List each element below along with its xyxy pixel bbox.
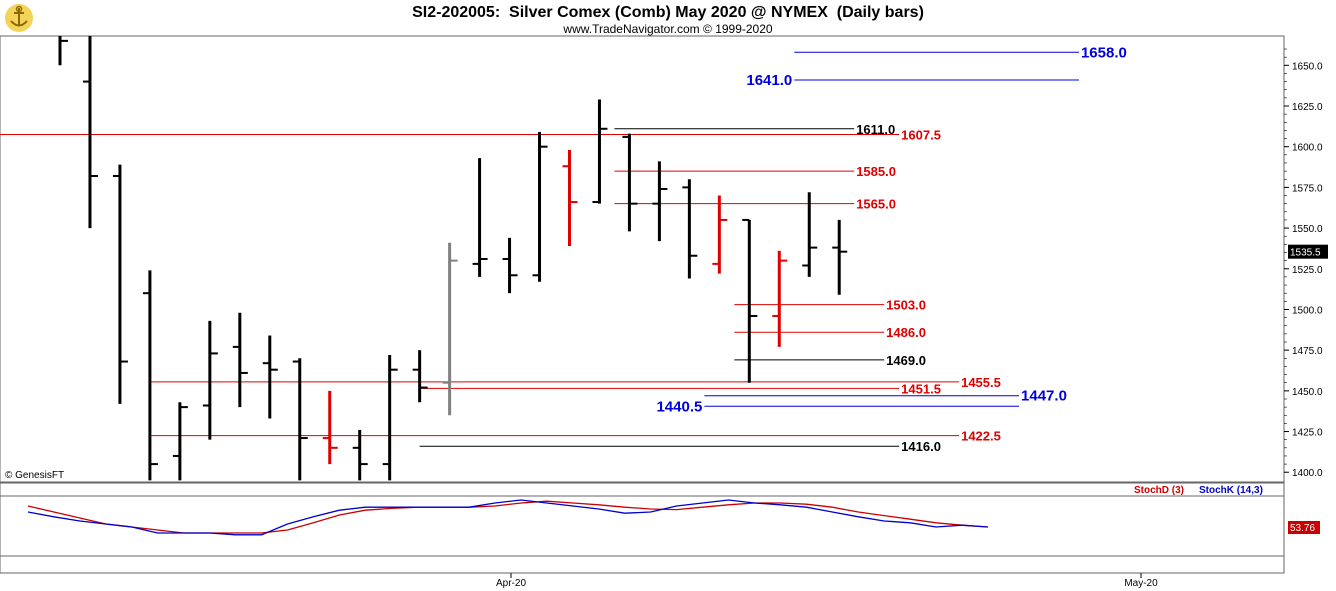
legend-stoch-d: StochD (3) (1134, 485, 1184, 496)
level-label-1455.5: 1455.5 (961, 375, 1001, 390)
ohlc-bar (412, 350, 428, 403)
legend-stoch-k: StochK (14,3) (1199, 485, 1263, 496)
ohlc-bar (532, 132, 548, 282)
x-tick-label: Apr-20 (496, 578, 526, 589)
ohlc-bar (352, 429, 368, 481)
indicator-plot-area (0, 482, 1285, 574)
y-tick-label: 1425.0 (1292, 428, 1323, 439)
ohlc-bar (112, 164, 128, 404)
level-label-1469.0: 1469.0 (886, 353, 926, 368)
level-label-1503.0: 1503.0 (886, 298, 926, 313)
ohlc-bars (58, 36, 848, 481)
level-label-1565.0: 1565.0 (856, 197, 896, 212)
stochastic-panel: StochD (3) StochK (14,3) 53.76 (0, 482, 1320, 574)
price-plot-area (0, 35, 1285, 483)
level-label-1447.0: 1447.0 (1021, 388, 1067, 405)
level-label-1451.5: 1451.5 (901, 381, 941, 396)
y-tick-label: 1500.0 (1292, 305, 1323, 316)
ohlc-bar (742, 218, 758, 383)
ohlc-bar (592, 99, 608, 204)
anchor-logo-icon (4, 3, 34, 33)
y-tick-label: 1450.0 (1292, 387, 1323, 398)
stoch-k-line (27, 499, 989, 536)
axes: 1400.0 1425.0 1450.0 1475.0 1500.0 1525.0 1550… (0, 48, 1328, 589)
y-tick-label: 1475.0 (1292, 346, 1323, 357)
price-panel (0, 35, 1285, 483)
level-label-1607.5: 1607.5 (901, 127, 941, 142)
level-label-1611.0: 1611.0 (856, 122, 895, 137)
level-label-1416.0: 1416.0 (901, 439, 941, 454)
ohlc-bar (772, 250, 788, 347)
ohlc-bar (82, 36, 98, 229)
level-label-1585.0: 1585.0 (856, 164, 896, 179)
level-label-1440.5: 1440.5 (656, 398, 702, 415)
ohlc-bar (652, 161, 668, 242)
chart-subtitle: www.TradeNavigator.com © 1999-2020 (563, 22, 773, 36)
x-tick-label: May-20 (1124, 578, 1158, 589)
ohlc-bar (832, 219, 848, 295)
y-tick-label: 1600.0 (1292, 143, 1323, 154)
watermark-text: © GenesisFT (5, 470, 64, 481)
indicator-value-label: 53.76 (1290, 523, 1315, 534)
ohlc-bar (442, 242, 458, 416)
y-tick-label: 1525.0 (1292, 265, 1323, 276)
ohlc-bar (262, 335, 278, 419)
ohlc-bar (172, 402, 188, 481)
current-price-box (1288, 244, 1328, 259)
y-tick-label: 1550.0 (1292, 224, 1323, 235)
ohlc-bar (322, 390, 338, 465)
chart-title: SI2-202005: Silver Comex (Comb) May 2020… (412, 4, 924, 21)
ohlc-bar (712, 195, 728, 274)
current-price-label: 1535.5 (1290, 248, 1321, 259)
y-tick-label: 1575.0 (1292, 183, 1323, 194)
ohlc-bar (562, 149, 578, 246)
ohlc-bar (622, 133, 638, 232)
y-tick-label: 1400.0 (1292, 468, 1323, 479)
level-label-1486.0: 1486.0 (886, 325, 926, 340)
level-label-1658.0: 1658.0 (1081, 44, 1127, 61)
ohlc-bar (682, 179, 698, 279)
level-label-1641.0: 1641.0 (746, 72, 792, 89)
level-label-1422.5: 1422.5 (961, 429, 1001, 444)
ohlc-bar (142, 270, 158, 481)
ohlc-bar (502, 237, 518, 294)
y-tick-label: 1650.0 (1292, 61, 1323, 72)
ohlc-bar (292, 358, 308, 481)
ohlc-bar (802, 192, 818, 277)
ohlc-bar (202, 320, 218, 440)
ohlc-bar (232, 312, 248, 408)
ohlc-bar (382, 355, 398, 481)
y-tick-label: 1625.0 (1292, 102, 1323, 113)
ohlc-bar (58, 36, 68, 66)
chart-header: SI2-202005: Silver Comex (Comb) May 2020… (0, 0, 1336, 36)
ohlc-bar (472, 158, 488, 277)
indicator-value-box (1288, 521, 1320, 534)
